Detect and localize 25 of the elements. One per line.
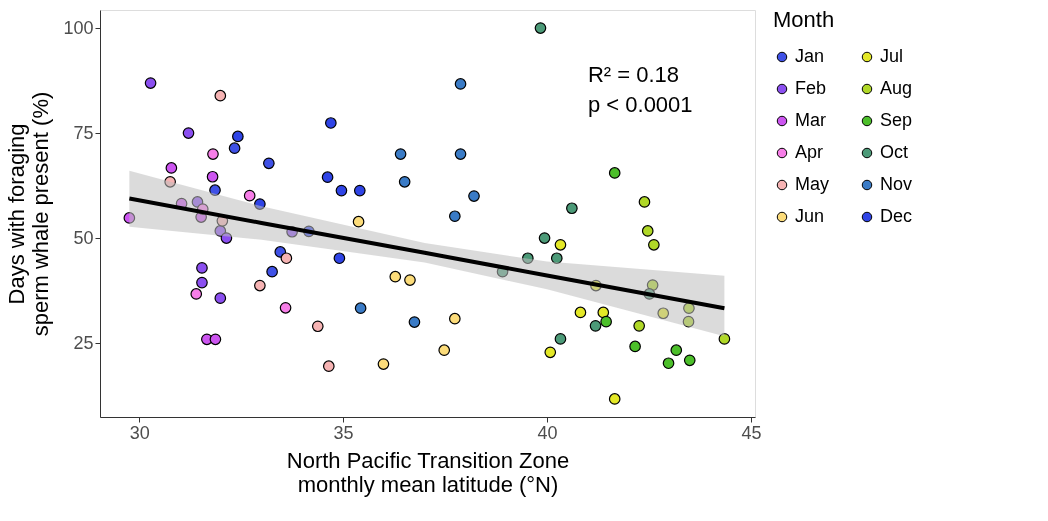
legend-label: Apr <box>795 142 824 162</box>
legend-label: Jun <box>795 206 825 226</box>
annotation: p < 0.0001 <box>587 92 693 117</box>
y-tick-label: 50 <box>73 227 94 248</box>
legend-label: Mar <box>795 110 826 130</box>
annotation: R² = 0.18 <box>587 62 680 87</box>
y-tick-label: 100 <box>63 17 94 38</box>
y-axis-title: Days with foraging sperm whale present (%) <box>4 91 54 337</box>
x-tick-label: 45 <box>741 422 762 443</box>
legend-label: Dec <box>880 206 913 226</box>
legend-label: Feb <box>795 78 827 98</box>
legend-label: Oct <box>880 142 909 162</box>
x-axis-title: North Pacific Transition Zone monthly mean latitude (°N) <box>286 447 570 497</box>
legend-label: Nov <box>880 174 913 194</box>
x-tick-label: 35 <box>333 422 354 443</box>
legend-label: Aug <box>880 78 913 98</box>
y-tick-label: 25 <box>73 332 94 353</box>
x-tick-label: 40 <box>537 422 558 443</box>
y-tick-label: 75 <box>73 122 94 143</box>
legend-label: Jan <box>795 46 825 66</box>
x-tick-label: 30 <box>129 422 150 443</box>
legend-label: Jul <box>880 46 904 66</box>
legend-title: Month <box>773 7 835 32</box>
legend-label: May <box>795 174 830 194</box>
legend-label: Sep <box>880 110 913 130</box>
